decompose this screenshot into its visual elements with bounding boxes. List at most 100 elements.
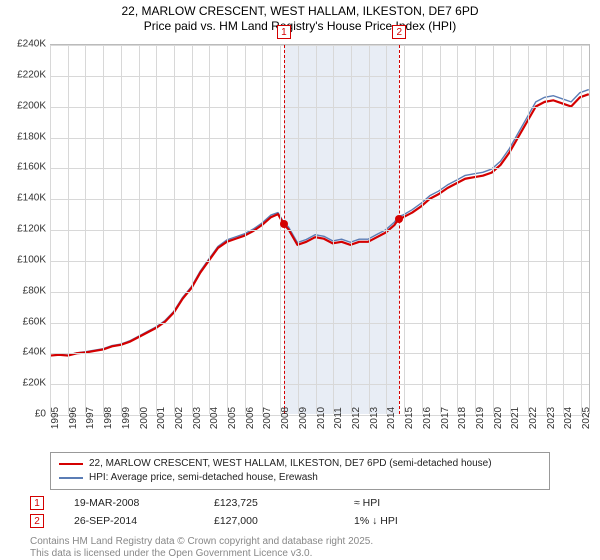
- gridline-vertical: [209, 45, 210, 414]
- gridline-vertical: [316, 45, 317, 414]
- x-tick-label: 1999: [121, 407, 132, 429]
- chart-title: 22, MARLOW CRESCENT, WEST HALLAM, ILKEST…: [0, 0, 600, 34]
- x-tick-label: 2011: [333, 407, 344, 429]
- y-tick-label: £100K: [17, 254, 46, 265]
- sale-diff: 1% ↓ HPI: [354, 515, 398, 527]
- x-tick-label: 2019: [475, 407, 486, 429]
- gridline-vertical: [546, 45, 547, 414]
- gridline-horizontal: [50, 261, 589, 262]
- gridline-vertical: [440, 45, 441, 414]
- gridline-horizontal: [50, 230, 589, 231]
- gridline-horizontal: [50, 292, 589, 293]
- y-tick-label: £240K: [17, 39, 46, 50]
- sale-price: £127,000: [214, 515, 354, 527]
- legend-label: HPI: Average price, semi-detached house,…: [89, 471, 318, 485]
- sales-table: 1 19-MAR-2008 £123,725 ≈ HPI 2 26-SEP-20…: [30, 494, 590, 530]
- y-tick-label: £220K: [17, 69, 46, 80]
- y-tick-label: £40K: [23, 347, 46, 358]
- gridline-vertical: [386, 45, 387, 414]
- legend-item: 22, MARLOW CRESCENT, WEST HALLAM, ILKEST…: [59, 457, 541, 471]
- x-tick-label: 2016: [422, 407, 433, 429]
- x-tick-label: 2012: [351, 407, 362, 429]
- legend-swatch: [59, 477, 83, 478]
- x-tick-label: 2008: [280, 407, 291, 429]
- gridline-vertical: [510, 45, 511, 414]
- gridline-horizontal: [50, 168, 589, 169]
- gridline-vertical: [457, 45, 458, 414]
- gridline-vertical: [103, 45, 104, 414]
- y-tick-label: £140K: [17, 193, 46, 204]
- gridline-horizontal: [50, 76, 589, 77]
- x-tick-label: 2004: [209, 407, 220, 429]
- gridline-horizontal: [50, 138, 589, 139]
- y-tick-label: £60K: [23, 316, 46, 327]
- x-tick-label: 2015: [404, 407, 415, 429]
- sale-diff: ≈ HPI: [354, 497, 380, 509]
- y-tick-label: £120K: [17, 224, 46, 235]
- marker-line: [284, 45, 285, 414]
- gridline-vertical: [245, 45, 246, 414]
- series-line-hpi: [50, 90, 589, 356]
- x-tick-label: 2018: [457, 407, 468, 429]
- x-tick-label: 2002: [174, 407, 185, 429]
- gridline-vertical: [298, 45, 299, 414]
- marker-badge: 1: [277, 25, 291, 39]
- marker-line: [399, 45, 400, 414]
- x-tick-label: 2014: [386, 407, 397, 429]
- gridline-vertical: [262, 45, 263, 414]
- legend: 22, MARLOW CRESCENT, WEST HALLAM, ILKEST…: [50, 452, 550, 490]
- marker-badge: 2: [392, 25, 406, 39]
- x-tick-label: 2010: [316, 407, 327, 429]
- x-tick-label: 2003: [192, 407, 203, 429]
- hpi-chart-container: 22, MARLOW CRESCENT, WEST HALLAM, ILKEST…: [0, 0, 600, 560]
- x-tick-label: 2025: [581, 407, 592, 429]
- x-tick-label: 2017: [440, 407, 451, 429]
- gridline-vertical: [581, 45, 582, 414]
- plot-area: 12: [50, 44, 590, 414]
- x-tick-label: 2007: [262, 407, 273, 429]
- x-tick-label: 2020: [493, 407, 504, 429]
- gridline-vertical: [174, 45, 175, 414]
- y-axis: £0£20K£40K£60K£80K£100K£120K£140K£160K£1…: [0, 44, 50, 414]
- x-tick-label: 2001: [156, 407, 167, 429]
- gridline-vertical: [156, 45, 157, 414]
- gridline-vertical: [475, 45, 476, 414]
- sale-marker-badge: 2: [30, 514, 44, 528]
- gridline-vertical: [563, 45, 564, 414]
- gridline-vertical: [192, 45, 193, 414]
- sale-date: 26-SEP-2014: [74, 515, 214, 527]
- x-tick-label: 1996: [68, 407, 79, 429]
- sales-row: 2 26-SEP-2014 £127,000 1% ↓ HPI: [30, 512, 590, 530]
- gridline-horizontal: [50, 199, 589, 200]
- chart-title-line1: 22, MARLOW CRESCENT, WEST HALLAM, ILKEST…: [0, 4, 600, 19]
- y-tick-label: £0: [35, 409, 46, 420]
- x-tick-label: 2024: [563, 407, 574, 429]
- sale-date: 19-MAR-2008: [74, 497, 214, 509]
- x-axis: 1995199619971998199920002001200220032004…: [50, 414, 590, 446]
- chart-title-line2: Price paid vs. HM Land Registry's House …: [0, 19, 600, 34]
- gridline-horizontal: [50, 323, 589, 324]
- gridline-vertical: [50, 45, 51, 414]
- legend-item: HPI: Average price, semi-detached house,…: [59, 471, 541, 485]
- x-tick-label: 2022: [528, 407, 539, 429]
- x-tick-label: 2000: [139, 407, 150, 429]
- legend-label: 22, MARLOW CRESCENT, WEST HALLAM, ILKEST…: [89, 457, 492, 471]
- y-tick-label: £160K: [17, 162, 46, 173]
- gridline-vertical: [422, 45, 423, 414]
- sale-marker-badge: 1: [30, 496, 44, 510]
- gridline-vertical: [404, 45, 405, 414]
- y-tick-label: £80K: [23, 285, 46, 296]
- marker-dot: [395, 215, 403, 223]
- gridline-vertical: [493, 45, 494, 414]
- gridline-vertical: [121, 45, 122, 414]
- gridline-vertical: [85, 45, 86, 414]
- gridline-vertical: [351, 45, 352, 414]
- series-line-price_paid: [50, 94, 589, 355]
- x-tick-label: 1995: [50, 407, 61, 429]
- gridline-horizontal: [50, 45, 589, 46]
- legend-swatch: [59, 463, 83, 465]
- x-tick-label: 2005: [227, 407, 238, 429]
- x-tick-label: 2006: [245, 407, 256, 429]
- marker-dot: [280, 220, 288, 228]
- copyright-footer: Contains HM Land Registry data © Crown c…: [30, 536, 373, 560]
